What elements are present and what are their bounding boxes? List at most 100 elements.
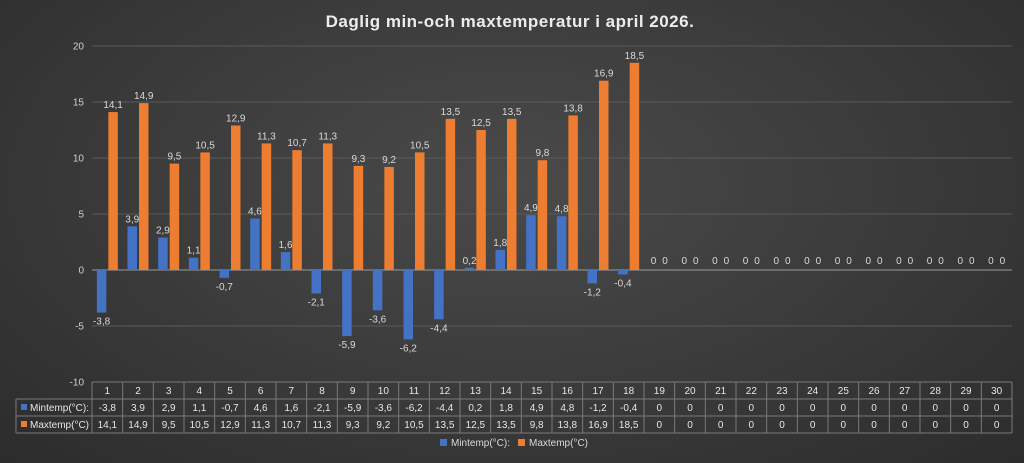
max-temp-bar — [537, 160, 548, 270]
min-temp-cell: -3,8 — [99, 403, 117, 414]
min-temp-cell: 4,6 — [254, 403, 268, 414]
max-temp-cell: 0 — [933, 420, 939, 431]
data-label: 4,6 — [248, 206, 262, 217]
min-temp-cell: 0 — [933, 403, 939, 414]
data-label: 13,8 — [563, 103, 583, 114]
max-temp-cell: 0 — [871, 420, 877, 431]
max-temp-cell: 12,5 — [466, 420, 486, 431]
max-temp-cell: 0 — [779, 420, 785, 431]
x-category-label: 21 — [715, 386, 727, 397]
min-temp-cell: -1,2 — [589, 403, 607, 414]
min-temp-bar — [127, 226, 137, 270]
min-temp-cell: -2,1 — [313, 403, 331, 414]
y-axis: -10 -5 0 5 10 15 20 — [70, 42, 85, 389]
data-label: 1,8 — [493, 238, 507, 249]
max-temp-cell: 10,7 — [282, 420, 302, 431]
min-temp-bar — [403, 270, 413, 340]
x-category-label: 15 — [531, 386, 543, 397]
x-category-label: 7 — [289, 386, 295, 397]
x-category-label: 10 — [378, 386, 390, 397]
data-label: 0 — [835, 256, 841, 267]
max-temp-cell: 0 — [749, 420, 755, 431]
min-temp-cell: 0 — [841, 403, 847, 414]
data-label: 0,2 — [463, 256, 477, 267]
data-label: 1,1 — [187, 246, 201, 257]
min-temp-cell: 3,9 — [131, 403, 145, 414]
data-label: 0 — [804, 256, 810, 267]
data-label: 9,5 — [167, 152, 181, 163]
data-label: -3,6 — [369, 314, 387, 325]
data-label: 11,3 — [257, 131, 276, 142]
max-temp-cell: 11,3 — [313, 420, 332, 431]
data-label: 4,9 — [524, 203, 538, 214]
data-label: 14,1 — [103, 100, 123, 111]
legend-max-label: Maxtemp(°C) — [529, 438, 588, 449]
x-category-label: 22 — [746, 386, 758, 397]
data-label: 9,8 — [535, 148, 549, 159]
legend-max-swatch — [518, 439, 525, 446]
data-label: -0,4 — [614, 278, 632, 289]
max-temp-cell: 13,5 — [435, 420, 455, 431]
data-label: 12,5 — [471, 118, 491, 129]
y-tick-label: -5 — [75, 322, 84, 333]
data-label: 0 — [743, 256, 749, 267]
max-temp-cell: 10,5 — [190, 420, 210, 431]
max-temp-bar — [353, 165, 364, 270]
data-label: 0 — [785, 256, 791, 267]
data-label: -2,1 — [308, 298, 326, 309]
y-tick-label: 5 — [78, 210, 84, 221]
max-temp-swatch — [21, 421, 27, 427]
min-temp-bar — [311, 270, 321, 294]
min-temp-swatch — [21, 404, 27, 410]
min-temp-cell: 0 — [718, 403, 724, 414]
data-label: 10,5 — [195, 140, 215, 151]
x-category-label: 25 — [838, 386, 850, 397]
data-label: 0 — [724, 256, 730, 267]
min-temp-cell: 0 — [749, 403, 755, 414]
data-label: 0 — [988, 256, 994, 267]
min-temp-cell: 1,1 — [192, 403, 206, 414]
min-temp-cell: 4,8 — [560, 403, 574, 414]
data-label: 2,9 — [156, 226, 170, 237]
max-temp-bar — [292, 150, 302, 270]
min-temp-cell: 0 — [871, 403, 877, 414]
data-label: -6,2 — [400, 343, 418, 354]
data-label: 14,9 — [134, 91, 154, 102]
x-category-label: 23 — [776, 386, 788, 397]
x-category-label: 30 — [991, 386, 1003, 397]
data-label: -5,9 — [338, 340, 356, 351]
min-temp-cell: -0,4 — [620, 403, 638, 414]
min-temp-bar — [556, 216, 567, 270]
min-temp-bar — [96, 270, 107, 313]
x-category-label: 24 — [807, 386, 819, 397]
min-temp-cell: 0 — [657, 403, 663, 414]
x-category-label: 8 — [319, 386, 325, 397]
max-temp-bar — [108, 112, 118, 270]
min-temp-bar — [280, 252, 291, 270]
data-label: 0 — [773, 256, 779, 267]
legend: Mintemp(°C): Maxtemp(°C) — [440, 438, 588, 449]
y-tick-label: 15 — [73, 98, 85, 109]
data-label: 3,9 — [125, 214, 139, 225]
x-category-label: 19 — [654, 386, 666, 397]
max-temp-cell: 9,2 — [376, 420, 390, 431]
data-table: 1 -3,8 14,1 2 3,9 14,9 3 2,9 9,5 4 1,1 10,5 5 -0,7 12,… — [15, 381, 1013, 434]
max-temp-cell: 9,3 — [346, 420, 360, 431]
data-label: 13,5 — [441, 107, 461, 118]
data-label: 11,3 — [318, 131, 337, 142]
max-temp-cell: 0 — [994, 420, 1000, 431]
max-temp-bar — [629, 62, 640, 270]
legend-min-swatch — [440, 439, 447, 446]
x-category-label: 27 — [899, 386, 911, 397]
min-temp-bar — [587, 270, 597, 284]
max-temp-cell: 13,5 — [496, 420, 516, 431]
data-label: -4,4 — [430, 323, 448, 334]
x-category-label: 6 — [258, 386, 264, 397]
max-temp-bar — [476, 130, 486, 270]
max-temp-bar — [323, 143, 333, 270]
data-label: 0 — [651, 256, 657, 267]
min-temp-bar — [372, 270, 383, 311]
max-temp-cell: 14,9 — [128, 420, 148, 431]
min-temp-bar — [342, 270, 352, 337]
data-label: 0 — [1000, 256, 1006, 267]
